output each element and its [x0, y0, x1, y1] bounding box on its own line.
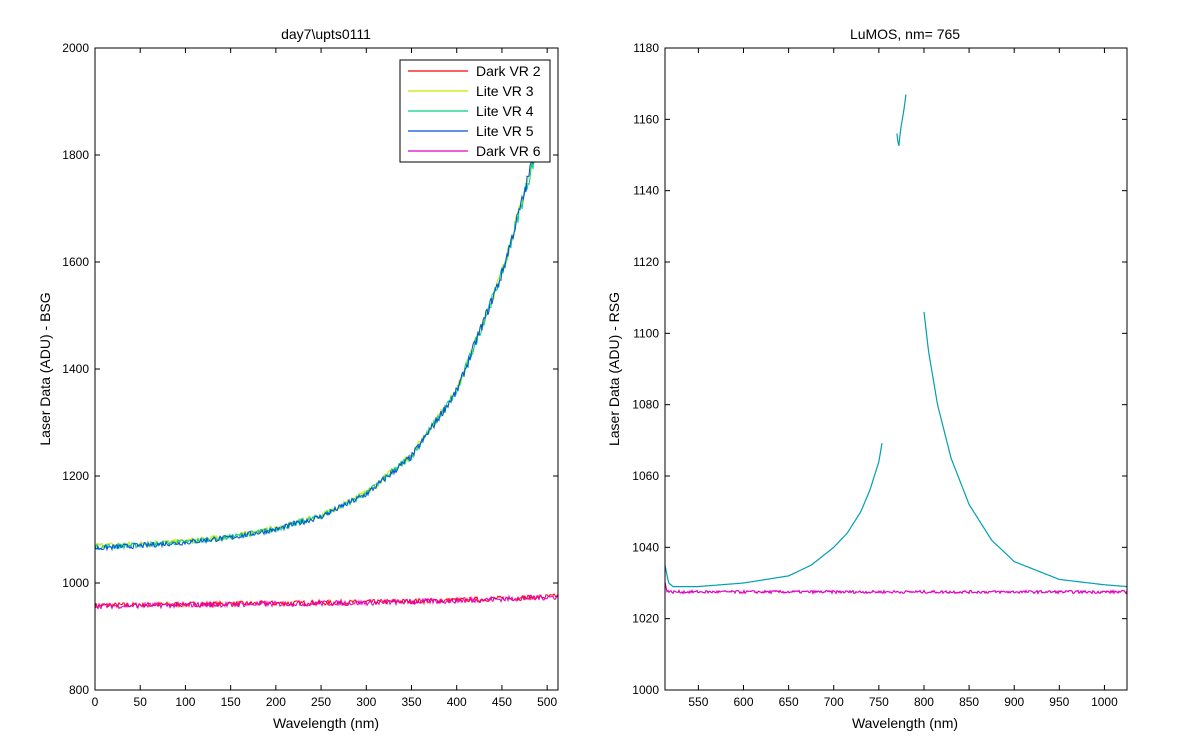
y-tick-label: 1000 [632, 683, 659, 697]
x-tick-label: 100 [175, 695, 195, 709]
x-tick-label: 250 [311, 695, 331, 709]
x-tick-label: 700 [824, 695, 844, 709]
legend-entry: Lite VR 3 [476, 83, 534, 99]
legend-entry: Lite VR 4 [476, 103, 534, 119]
y-tick-label: 1040 [632, 540, 659, 554]
x-tick-label: 50 [134, 695, 148, 709]
series-line [94, 156, 534, 552]
right-chart-lines [664, 94, 1128, 595]
series-line [923, 311, 1128, 588]
y-tick-label: 1140 [633, 184, 659, 198]
left-chart-ticks: 0 50 100 150 200 250 300 350 400 450 500 800 1000 120… [62, 41, 558, 709]
series-line [664, 581, 1128, 595]
left-chart-title: day7\upts0111 [281, 26, 371, 42]
series-line [664, 442, 883, 588]
y-tick-label: 1200 [62, 469, 89, 483]
series-line [896, 94, 907, 147]
legend-entry: Dark VR 6 [476, 143, 541, 159]
y-tick-label: 1100 [633, 326, 659, 340]
y-tick-label: 1080 [632, 398, 659, 412]
right-chart: LuMOS, nm= 765 Wavelength (nm) Laser Dat… [606, 26, 1128, 731]
legend-entry: Dark VR 2 [476, 63, 541, 79]
x-tick-label: 800 [914, 695, 934, 709]
y-tick-label: 1180 [633, 41, 659, 55]
y-tick-label: 1000 [62, 576, 89, 590]
y-tick-label: 2000 [62, 41, 89, 55]
left-chart-xlabel: Wavelength (nm) [273, 715, 379, 731]
x-tick-label: 550 [688, 695, 708, 709]
y-tick-label: 1060 [632, 469, 659, 483]
legend: Dark VR 2 Lite VR 3 Lite VR 4 Lite VR 5 Dark… [399, 59, 551, 163]
y-tick-label: 1020 [632, 612, 659, 626]
right-chart-ylabel: Laser Data (ADU) - RSG [606, 292, 622, 446]
y-tick-label: 1800 [62, 148, 89, 162]
y-tick-label: 1400 [62, 362, 89, 376]
left-chart-ylabel: Laser Data (ADU) - BSG [37, 292, 53, 445]
left-chart-lines [94, 154, 559, 610]
x-tick-label: 500 [537, 695, 557, 709]
series-line [94, 154, 536, 551]
right-chart-title: LuMOS, nm= 765 [850, 26, 960, 42]
y-tick-label: 1120 [633, 255, 659, 269]
series-line [94, 593, 559, 610]
y-tick-label: 1160 [633, 112, 659, 126]
x-tick-label: 0 [92, 695, 99, 709]
x-tick-label: 950 [1049, 695, 1069, 709]
x-tick-label: 350 [401, 695, 421, 709]
right-chart-xlabel: Wavelength (nm) [852, 715, 958, 731]
y-tick-label: 800 [69, 683, 89, 697]
y-tick-label: 1600 [62, 255, 89, 269]
series-line [94, 593, 559, 610]
x-tick-label: 450 [492, 695, 512, 709]
x-tick-label: 1000 [1091, 695, 1118, 709]
right-chart-frame [664, 47, 1128, 691]
left-chart-frame [94, 47, 559, 691]
x-tick-label: 400 [447, 695, 467, 709]
right-chart-ticks: 550 600 650 700 750 800 850 900 950 1000 1000 1020 1… [632, 41, 1127, 709]
x-tick-label: 150 [221, 695, 241, 709]
left-chart: day7\upts0111 Wavelength (nm) Laser Data… [37, 26, 559, 731]
series-line [94, 155, 535, 550]
legend-entry: Lite VR 5 [476, 123, 534, 139]
x-tick-label: 850 [959, 695, 979, 709]
x-tick-label: 300 [356, 695, 376, 709]
x-tick-label: 750 [869, 695, 889, 709]
x-tick-label: 600 [733, 695, 753, 709]
x-tick-label: 650 [779, 695, 799, 709]
x-tick-label: 900 [1004, 695, 1024, 709]
x-tick-label: 200 [266, 695, 286, 709]
